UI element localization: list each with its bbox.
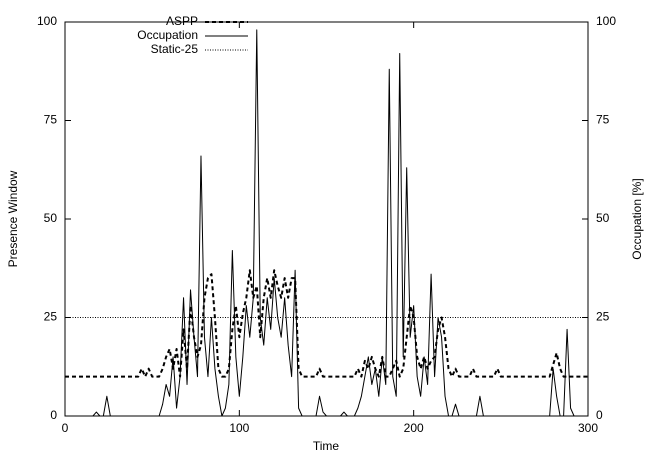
x-tick-label: 100	[229, 421, 249, 435]
x-tick-label: 200	[404, 421, 424, 435]
x-tick-label: 0	[62, 421, 69, 435]
legend-label: Occupation	[137, 28, 198, 42]
series-line	[65, 29, 588, 417]
y2-axis-label: Occupation [%]	[630, 178, 644, 259]
x-tick-label: 300	[578, 421, 598, 435]
y2-tick-label: 0	[596, 408, 603, 422]
y-tick-label: 100	[37, 14, 57, 28]
y2-tick-label: 100	[596, 14, 616, 28]
series-line	[65, 269, 588, 378]
x-axis-label: Time	[313, 439, 340, 453]
y2-tick-label: 75	[596, 113, 610, 127]
y2-tick-label: 25	[596, 310, 610, 324]
plot-frame	[64, 21, 589, 417]
y-tick-label: 0	[50, 408, 57, 422]
legend-label: Static-25	[151, 42, 199, 56]
y-tick-label: 75	[44, 113, 58, 127]
y-tick-label: 25	[44, 310, 58, 324]
y-axis-label: Presence Window	[6, 170, 20, 267]
y2-tick-label: 50	[596, 211, 610, 225]
legend-label: ASPP	[166, 14, 198, 28]
y-tick-label: 50	[44, 211, 58, 225]
